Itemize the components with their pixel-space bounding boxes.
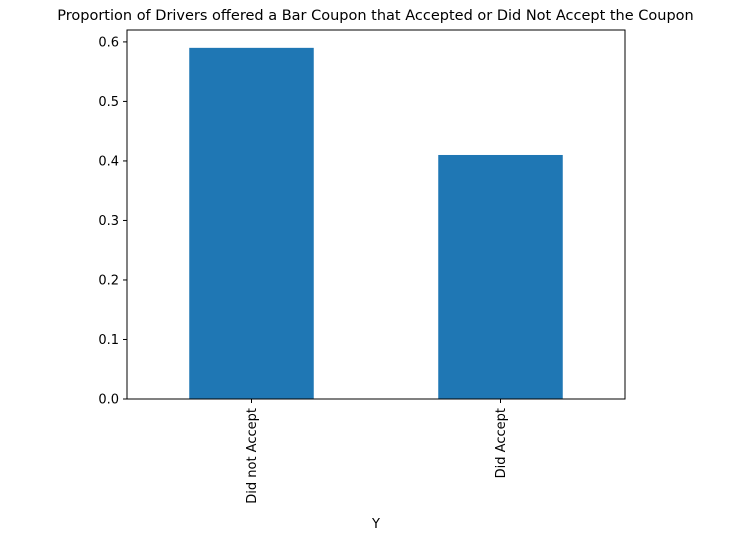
- y-tick-label-2: 0.2: [98, 273, 119, 288]
- bar-1: [438, 154, 563, 399]
- x-axis-label: Y: [371, 517, 380, 532]
- y-tick-label-0: 0.0: [98, 393, 119, 408]
- chart-title: Proportion of Drivers offered a Bar Coup…: [57, 8, 694, 24]
- y-tick-label-6: 0.6: [98, 35, 119, 50]
- bar-0: [189, 47, 314, 399]
- x-tick-label-1: Did Accept: [494, 408, 509, 478]
- y-tick-label-1: 0.1: [98, 333, 119, 348]
- y-tick-label-4: 0.4: [98, 154, 119, 169]
- x-tick-label-0: Did not Accept: [245, 408, 260, 504]
- y-tick-label-3: 0.3: [98, 214, 119, 229]
- plot-frame: [126, 29, 626, 400]
- y-tick-label-5: 0.5: [98, 95, 119, 110]
